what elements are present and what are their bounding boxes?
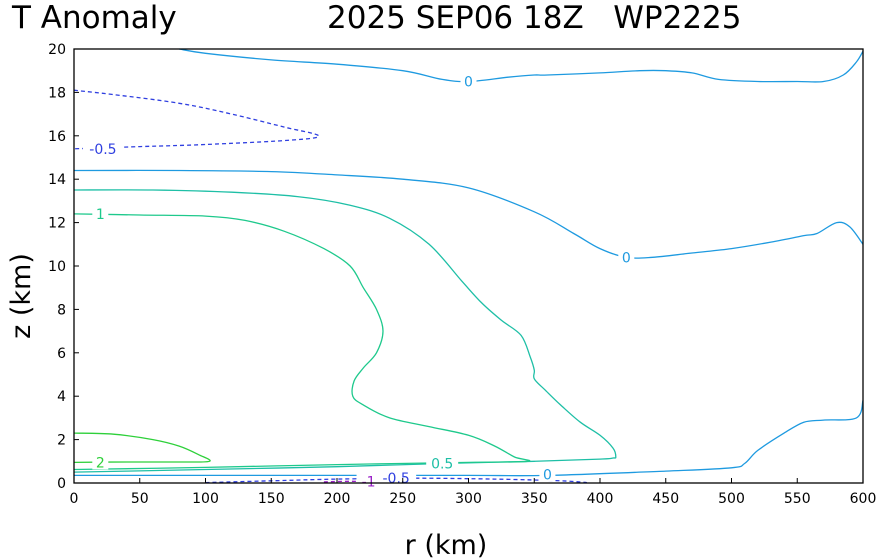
y-tick-label: 12 bbox=[48, 216, 66, 232]
y-tick-label: 2 bbox=[57, 433, 66, 449]
contour-lines bbox=[73, 48, 864, 484]
x-tick-label: 50 bbox=[131, 491, 149, 507]
x-tick-label: 200 bbox=[324, 491, 351, 507]
contour-label-background bbox=[460, 73, 477, 89]
x-tick-label: 400 bbox=[587, 491, 614, 507]
y-tick-label: 8 bbox=[57, 302, 66, 318]
contour-label-background bbox=[92, 205, 109, 221]
contour-label-background bbox=[356, 473, 381, 489]
y-tick-label: 10 bbox=[48, 259, 66, 275]
contour-label: 0 bbox=[622, 250, 631, 266]
chart-title-right: 2025 SEP06 18Z WP2225 bbox=[327, 0, 742, 36]
contour-label: 2 bbox=[96, 455, 105, 471]
contour-line bbox=[73, 213, 531, 471]
x-tick-label: 450 bbox=[652, 491, 679, 507]
x-tick-label: 350 bbox=[521, 491, 548, 507]
contour-label: 1 bbox=[96, 207, 105, 223]
y-axis-label: z (km) bbox=[6, 253, 37, 339]
y-tick-label: 4 bbox=[57, 389, 66, 405]
contour-line bbox=[73, 432, 211, 464]
y-tick-label: 18 bbox=[48, 85, 66, 101]
y-tick-label: 20 bbox=[48, 42, 66, 58]
x-axis-label: r (km) bbox=[405, 530, 488, 559]
contour-label: -0.5 bbox=[89, 142, 116, 158]
contour-label-background bbox=[539, 466, 556, 482]
x-tick-label: 250 bbox=[389, 491, 416, 507]
contour-line bbox=[73, 189, 617, 473]
contour-line bbox=[179, 48, 864, 83]
contour-line bbox=[73, 169, 864, 259]
y-tick-label: 6 bbox=[57, 346, 66, 362]
x-tick-label: 300 bbox=[455, 491, 482, 507]
contour-label: -1 bbox=[362, 474, 376, 490]
contour-label-background bbox=[618, 249, 635, 265]
contour-label: 0.5 bbox=[431, 456, 453, 472]
contour-label-background bbox=[82, 140, 123, 156]
contour-label-background bbox=[376, 470, 417, 486]
contour-line bbox=[73, 89, 320, 150]
chart-title-left: T Anomaly bbox=[11, 0, 177, 36]
contour-line bbox=[74, 400, 864, 477]
contour-label: -0.5 bbox=[383, 471, 410, 487]
y-axis-ticks: 0 2 4 6 8 10 12 14 16 18 20 bbox=[48, 42, 79, 492]
contour-label-background bbox=[92, 454, 109, 470]
contour-label: 0 bbox=[464, 75, 473, 91]
y-tick-label: 0 bbox=[57, 476, 66, 492]
x-tick-label: 100 bbox=[192, 491, 219, 507]
x-tick-label: 0 bbox=[70, 491, 79, 507]
y-tick-label: 14 bbox=[48, 172, 66, 188]
contour-label-background bbox=[426, 455, 459, 471]
x-tick-label: 500 bbox=[718, 491, 745, 507]
x-tick-label: 150 bbox=[258, 491, 285, 507]
plot-frame bbox=[73, 48, 864, 484]
x-axis-ticks: 0 50 100 150 200 250 300 350 400 450 500 550 600 bbox=[70, 478, 877, 507]
x-tick-label: 550 bbox=[784, 491, 811, 507]
y-tick-label: 16 bbox=[48, 129, 66, 145]
contour-label: 0 bbox=[543, 467, 552, 483]
contour-labels: 0 -0.5 0 0.5 1 2 0 -0.5 -1 bbox=[82, 73, 635, 490]
x-tick-label: 600 bbox=[850, 491, 877, 507]
